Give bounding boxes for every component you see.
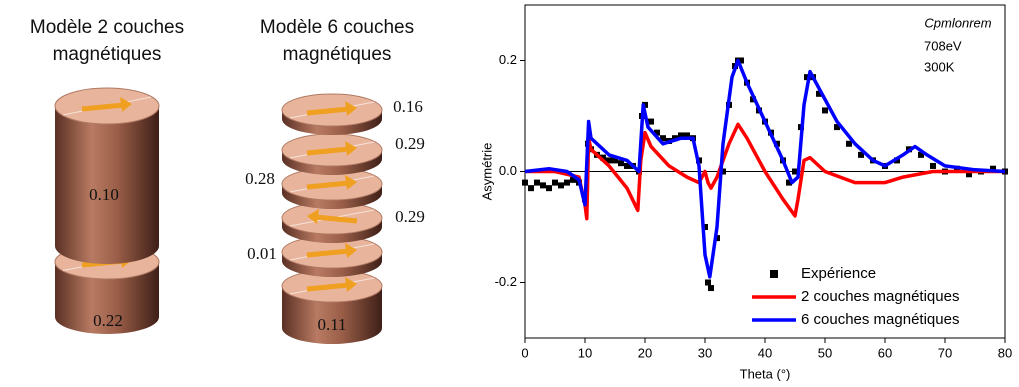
cylinder-body bbox=[55, 262, 159, 334]
diagram-title: Modèle 2 couches bbox=[30, 17, 184, 38]
layer-value: 0.01 bbox=[247, 244, 277, 263]
layer-value: 0.22 bbox=[93, 311, 123, 330]
series-line bbox=[524, 58, 1006, 279]
x-tick-label: 0 bbox=[521, 345, 528, 360]
annotation: 300K bbox=[924, 59, 955, 74]
data-point bbox=[552, 179, 558, 186]
diagram-title: magnétiques bbox=[283, 44, 392, 65]
data-point bbox=[570, 176, 576, 183]
cylinder-body bbox=[55, 106, 159, 264]
x-tick-label: 30 bbox=[698, 345, 712, 360]
series-line bbox=[525, 122, 1005, 221]
data-point bbox=[738, 57, 744, 64]
legend-label: Expérience bbox=[801, 265, 876, 282]
data-point bbox=[534, 179, 540, 186]
annotation: 708eV bbox=[924, 38, 962, 53]
magnet-arrow bbox=[306, 106, 350, 116]
data-point bbox=[708, 285, 714, 292]
magnet-arrow bbox=[306, 282, 350, 292]
y-axis-label: Asymétrie bbox=[479, 143, 494, 201]
magnet-arrow bbox=[306, 248, 350, 258]
layer-value: 0.10 bbox=[89, 185, 119, 204]
arrow-head bbox=[345, 277, 357, 292]
magnet-arrow bbox=[306, 180, 350, 190]
arrow-head bbox=[345, 101, 357, 116]
data-point bbox=[528, 185, 534, 192]
data-point bbox=[522, 179, 528, 186]
x-tick-label: 60 bbox=[878, 345, 892, 360]
layer-value: 0.16 bbox=[393, 97, 423, 116]
y-tick-label: -0.2 bbox=[495, 274, 517, 289]
data-point bbox=[858, 151, 864, 158]
data-point bbox=[642, 101, 648, 108]
magnet-arrow bbox=[314, 214, 358, 224]
data-point bbox=[822, 107, 828, 114]
data-point bbox=[705, 279, 711, 286]
x-tick-label: 70 bbox=[938, 345, 952, 360]
data-point bbox=[540, 182, 546, 189]
data-point bbox=[786, 179, 792, 186]
data-point bbox=[678, 132, 684, 139]
x-tick-label: 20 bbox=[638, 345, 652, 360]
x-tick-label: 10 bbox=[578, 345, 592, 360]
data-point bbox=[930, 162, 936, 169]
arrow-head bbox=[307, 209, 319, 224]
legend-marker bbox=[770, 270, 778, 278]
data-point bbox=[966, 171, 972, 178]
data-point bbox=[624, 162, 630, 169]
chart: 0 10 20 30 40 50 60 70 80 -0.2 0.0 0.2 Theta (°) Asym… bbox=[479, 4, 1012, 381]
data-point bbox=[672, 135, 678, 142]
data-point bbox=[990, 165, 996, 172]
data-point bbox=[834, 124, 840, 131]
data-point bbox=[648, 118, 654, 125]
data-point bbox=[558, 182, 564, 189]
arrow-head bbox=[345, 175, 357, 190]
data-point bbox=[660, 135, 666, 142]
data-point bbox=[654, 129, 660, 136]
arrow-head bbox=[345, 243, 357, 258]
data-point bbox=[612, 157, 618, 164]
data-point bbox=[606, 157, 612, 164]
x-tick-label: 40 bbox=[758, 345, 772, 360]
magnet-arrow bbox=[81, 102, 125, 112]
diagrams: 0.10 0.22 0.16 0.29 0.28 0.29 0.01 0.11 bbox=[54, 87, 425, 344]
annotation: Cpmlonrem bbox=[924, 15, 991, 30]
legend-label: 6 couches magnétiques bbox=[801, 311, 959, 328]
data-point bbox=[684, 132, 690, 139]
data-point bbox=[702, 224, 708, 230]
layer-value: 0.29 bbox=[395, 207, 425, 226]
arrow-head bbox=[120, 97, 132, 112]
data-point bbox=[816, 90, 822, 97]
y-tick-label: 0.0 bbox=[499, 163, 517, 178]
data-point bbox=[564, 179, 570, 186]
arrow-head bbox=[345, 141, 357, 156]
data-point bbox=[918, 151, 924, 158]
x-tick-label: 50 bbox=[818, 345, 832, 360]
layer-value: 0.29 bbox=[395, 134, 425, 153]
layer-value: 0.11 bbox=[317, 315, 346, 334]
layer-value: 0.28 bbox=[245, 169, 275, 188]
data-point bbox=[618, 160, 624, 167]
data-point bbox=[846, 140, 852, 147]
x-axis-label: Theta (°) bbox=[740, 366, 791, 381]
data-point bbox=[600, 154, 606, 161]
y-tick-label: 0.2 bbox=[499, 52, 517, 67]
legend-label: 2 couches magnétiques bbox=[801, 288, 959, 305]
cylinder-body bbox=[282, 286, 382, 344]
data-point bbox=[546, 185, 552, 192]
magnet-arrow bbox=[306, 146, 350, 156]
diagram-title: Modèle 6 couches bbox=[260, 17, 414, 38]
data-point bbox=[792, 168, 798, 175]
data-point bbox=[720, 168, 726, 175]
data-point bbox=[804, 74, 810, 81]
diagram-title: magnétiques bbox=[53, 44, 162, 65]
x-tick-label: 80 bbox=[998, 345, 1012, 360]
